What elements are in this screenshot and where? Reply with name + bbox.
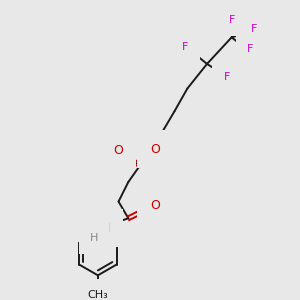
Text: O: O bbox=[114, 144, 124, 157]
Text: F: F bbox=[247, 44, 254, 54]
Text: N: N bbox=[101, 222, 110, 235]
Text: F: F bbox=[224, 72, 230, 82]
Text: O: O bbox=[150, 199, 160, 212]
Text: H: H bbox=[90, 233, 98, 243]
Text: F: F bbox=[182, 42, 189, 52]
Text: F: F bbox=[251, 25, 257, 34]
Text: CH₃: CH₃ bbox=[88, 290, 108, 300]
Text: F: F bbox=[228, 15, 235, 25]
Text: O: O bbox=[150, 143, 160, 156]
